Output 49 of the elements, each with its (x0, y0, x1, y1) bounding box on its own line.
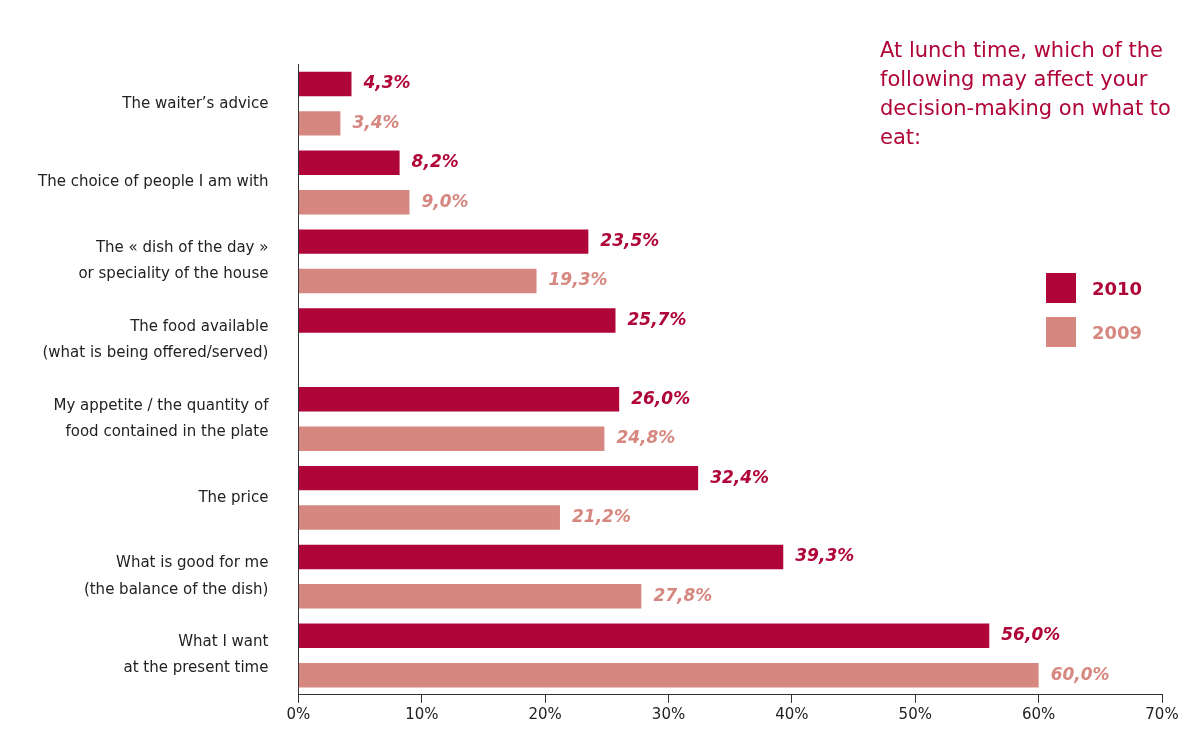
bar (298, 308, 616, 333)
bar (298, 544, 784, 570)
bar (298, 505, 560, 530)
data-label: 4,3% (362, 72, 411, 93)
data-label: 26,0% (631, 387, 691, 408)
y-tick-label: The « dish of the day » or speciality of the house (78, 238, 269, 283)
bar (298, 662, 1039, 688)
data-label: 3,4% (352, 111, 400, 132)
legend-label: 2009 (1091, 321, 1142, 343)
data-label: 25,7% (627, 308, 687, 329)
x-tick-label: 50% (898, 704, 932, 723)
data-label: 56,0% (1001, 624, 1061, 645)
data-label: 23,5% (600, 230, 660, 251)
y-tick-label: What is good for me (the balance of the dish) (83, 553, 269, 598)
x-tick-label: 60% (1021, 704, 1056, 723)
bar (298, 229, 589, 254)
data-label: 60,0% (1050, 663, 1110, 684)
data-label: 39,3% (795, 545, 855, 566)
y-tick-label: My appetite / the quantity of food contained in the plate (53, 395, 270, 440)
data-label: 27,8% (653, 584, 713, 605)
bar (298, 465, 699, 491)
legend-label: 2010 (1091, 277, 1142, 299)
bar (298, 150, 400, 175)
data-label: 24,8% (616, 427, 676, 448)
data-label: 32,4% (710, 466, 770, 487)
y-tick-label: The choice of people I am with (37, 172, 269, 191)
data-label: 21,2% (571, 505, 631, 526)
data-label: 8,2% (411, 151, 459, 172)
y-tick-label: The waiter’s advice (121, 93, 269, 112)
y-tick-label: What I want at the present time (123, 632, 269, 677)
x-tick-label: 0% (286, 704, 311, 723)
bar (298, 71, 352, 97)
bar (298, 111, 341, 136)
bar (298, 426, 605, 451)
x-tick-label: 70% (1145, 704, 1179, 723)
bar (298, 387, 620, 412)
text: At lunch time, which of the following may affect your decision-making on what to eat: (880, 37, 1172, 151)
x-tick-label: 20% (528, 704, 562, 723)
x-tick-label: 10% (405, 704, 439, 723)
x-tick-label: 40% (775, 704, 809, 723)
y-tick-label: The price (197, 487, 269, 506)
x-tick-label: 30% (651, 704, 686, 723)
bar (298, 268, 537, 294)
y-tick-label: The food available (what is being offered/served) (42, 316, 269, 362)
data-label: 19,3% (548, 269, 608, 290)
bar (298, 584, 642, 609)
bar (298, 189, 410, 215)
data-label: 9,0% (421, 190, 469, 211)
bar (298, 623, 990, 648)
